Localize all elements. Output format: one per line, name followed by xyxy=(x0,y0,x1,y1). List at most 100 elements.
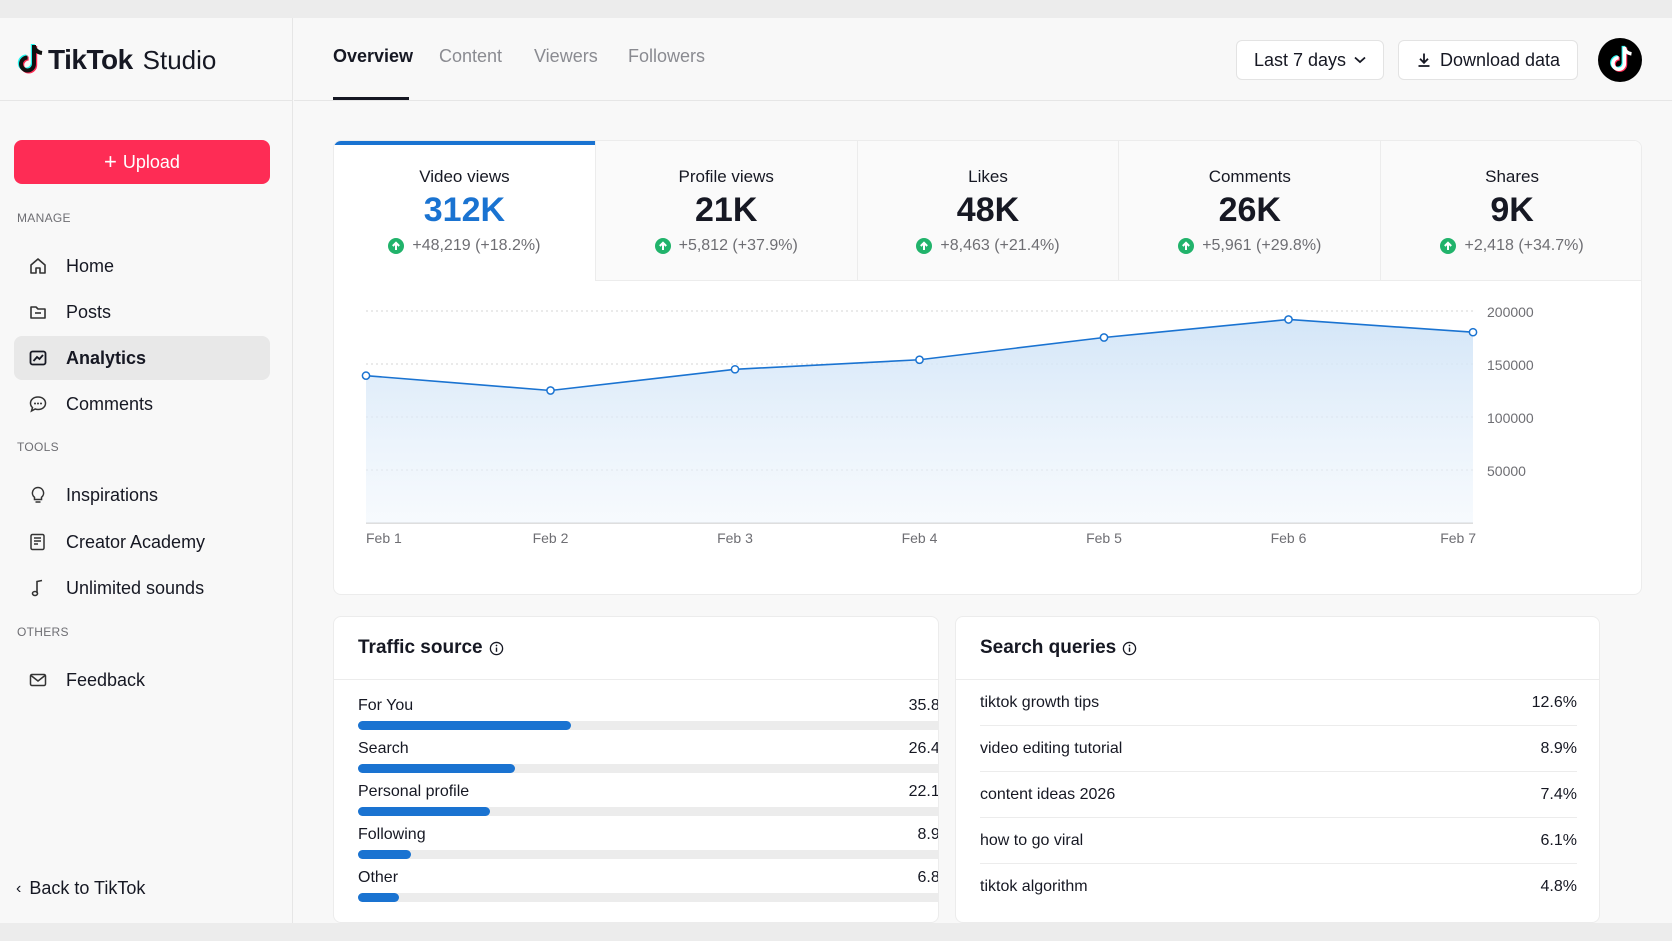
list-item: For You 35.8% xyxy=(358,697,939,737)
tab-overview[interactable]: Overview xyxy=(333,46,414,66)
tab-followers[interactable]: Followers xyxy=(628,46,706,66)
home-icon xyxy=(28,256,48,276)
search-query-text: tiktok algorithm xyxy=(980,878,1088,895)
logo-brand-text: TikTok xyxy=(48,44,133,75)
progress-fill xyxy=(358,850,412,859)
card-divider xyxy=(334,679,938,680)
search-query-value: 8.9% xyxy=(1540,739,1577,757)
metric-tab-profile-views[interactable]: Profile views 21K +5,812 (+37.9%) xyxy=(595,141,858,281)
metric-value: 26K xyxy=(1218,191,1281,229)
search-queries-title-text: Search queries xyxy=(980,637,1117,658)
traffic-source-value: 8.9% xyxy=(917,826,939,843)
lightbulb-icon xyxy=(28,485,48,505)
search-query-text: content ideas 2026 xyxy=(980,785,1116,803)
metric-tab-video-views[interactable]: Video views 312K +48,219 (+18.2%) xyxy=(334,141,596,281)
info-icon[interactable] xyxy=(489,641,504,656)
back-to-tiktok-link[interactable]: ‹ Back to TikTok xyxy=(16,878,145,899)
sidebar-item-inspirations[interactable]: Inspirations xyxy=(14,473,270,517)
data-point xyxy=(546,386,555,395)
top-bar: Overview Content Viewers Followers Last … xyxy=(294,18,1672,101)
card-divider xyxy=(956,679,1599,680)
sidebar-item-comments[interactable]: Comments xyxy=(14,382,270,426)
table-row[interactable]: how to go viral 6.1% xyxy=(980,818,1577,864)
metric-tab-shares[interactable]: Shares 9K +2,418 (+34.7%) xyxy=(1381,141,1641,281)
metric-value: 21K xyxy=(695,191,758,229)
analytics-icon xyxy=(28,348,48,368)
search-query-text: tiktok growth tips xyxy=(980,693,1100,711)
metric-delta: +8,463 (+21.4%) xyxy=(858,237,1119,255)
traffic-source-card: Traffic source For You 35.8% Search 26.4% Pe… xyxy=(333,616,939,923)
search-query-value: 7.4% xyxy=(1540,785,1577,803)
avatar[interactable] xyxy=(1598,38,1642,82)
trend-up-icon xyxy=(1440,238,1457,254)
progress-track xyxy=(358,721,938,730)
metrics-chart-card: Video views 312K +48,219 (+18.2%) Profile v… xyxy=(333,140,1642,595)
traffic-source-label: Search xyxy=(358,740,409,757)
metric-label: Shares xyxy=(1485,167,1540,186)
traffic-source-title-text: Traffic source xyxy=(358,637,483,658)
metric-delta-text: +2,418 (+34.7%) xyxy=(1464,237,1584,254)
section-label-tools: TOOLS xyxy=(17,440,59,454)
sidebar-item-home[interactable]: Home xyxy=(14,244,270,288)
metric-label: Likes xyxy=(968,167,1008,186)
table-row[interactable]: video editing tutorial 8.9% xyxy=(980,726,1577,772)
chevron-left-icon: ‹ xyxy=(16,879,22,897)
chevron-down-icon xyxy=(1354,56,1366,64)
tiktok-logo-icon xyxy=(17,44,43,74)
music-note-icon xyxy=(28,578,48,598)
metric-label: Video views xyxy=(419,167,510,186)
metric-value: 312K xyxy=(423,191,506,229)
section-label-manage: MANAGE xyxy=(17,211,71,225)
comments-icon xyxy=(28,394,48,414)
traffic-source-value: 22.1% xyxy=(908,783,939,800)
sidebar-item-creator-academy[interactable]: Creator Academy xyxy=(14,520,270,564)
tiktok-studio-logo[interactable]: TikTok Studio xyxy=(14,40,216,80)
upload-button[interactable]: + Upload xyxy=(14,140,270,184)
progress-track xyxy=(358,807,938,816)
sidebar-item-label: Inspirations xyxy=(66,484,159,505)
tiktok-studio-app: TikTok Studio + Upload MANAGE Home Posts… xyxy=(0,18,1672,923)
tab-content[interactable]: Content xyxy=(439,46,503,66)
views-chart: 200000 150000 100000 50000 Feb 1 Feb 2 Feb 3 Fe… xyxy=(334,281,1641,594)
trend-up-icon xyxy=(654,238,671,254)
table-row[interactable]: content ideas 2026 7.4% xyxy=(980,772,1577,818)
sidebar-item-posts[interactable]: Posts xyxy=(14,290,270,334)
info-icon[interactable] xyxy=(1122,641,1137,656)
search-query-value: 4.8% xyxy=(1540,878,1577,895)
main-content: Overview Content Viewers Followers Last … xyxy=(294,18,1672,923)
list-item: Following 8.9% xyxy=(358,826,939,866)
metric-tab-comments[interactable]: Comments 26K +5,961 (+29.8%) xyxy=(1119,141,1382,281)
metric-delta-text: +5,961 (+29.8%) xyxy=(1202,237,1322,254)
data-point xyxy=(1468,327,1478,337)
data-point xyxy=(361,371,371,381)
download-label: Download data xyxy=(1439,49,1561,70)
y-tick-label: 150000 xyxy=(1487,357,1534,373)
search-query-text: how to go viral xyxy=(980,831,1084,849)
progress-fill xyxy=(358,764,516,773)
traffic-source-value: 35.8% xyxy=(908,697,939,714)
date-range-select[interactable]: Last 7 days xyxy=(1236,40,1384,80)
table-row[interactable]: tiktok algorithm 4.8% xyxy=(980,864,1577,910)
x-tick-label: Feb 1 xyxy=(366,530,402,546)
sidebar-item-unlimited-sounds[interactable]: Unlimited sounds xyxy=(14,566,270,610)
views-area-fill xyxy=(366,319,1473,523)
traffic-source-label: Following xyxy=(358,826,426,843)
sidebar-item-label: Comments xyxy=(66,393,154,414)
sidebar-item-label: Unlimited sounds xyxy=(66,577,205,598)
sidebar-item-feedback[interactable]: Feedback xyxy=(14,658,270,702)
y-tick-label: 100000 xyxy=(1487,410,1534,426)
table-row[interactable]: tiktok growth tips 12.6% xyxy=(980,680,1577,726)
section-label-others: OTHERS xyxy=(17,625,69,639)
progress-fill xyxy=(358,721,572,730)
list-item: Personal profile 22.1% xyxy=(358,783,939,823)
tab-viewers[interactable]: Viewers xyxy=(534,46,598,66)
metric-value: 9K xyxy=(1490,191,1534,229)
x-tick-label: Feb 5 xyxy=(1086,530,1122,546)
metric-value: 48K xyxy=(956,191,1020,229)
sidebar-item-label: Posts xyxy=(66,301,112,322)
download-data-button[interactable]: Download data xyxy=(1398,40,1578,80)
metric-tab-likes[interactable]: Likes 48K +8,463 (+21.4%) xyxy=(857,141,1120,281)
progress-track xyxy=(358,850,938,859)
sidebar-item-analytics[interactable]: Analytics xyxy=(14,336,270,380)
list-item: Search 26.4% xyxy=(358,740,938,780)
